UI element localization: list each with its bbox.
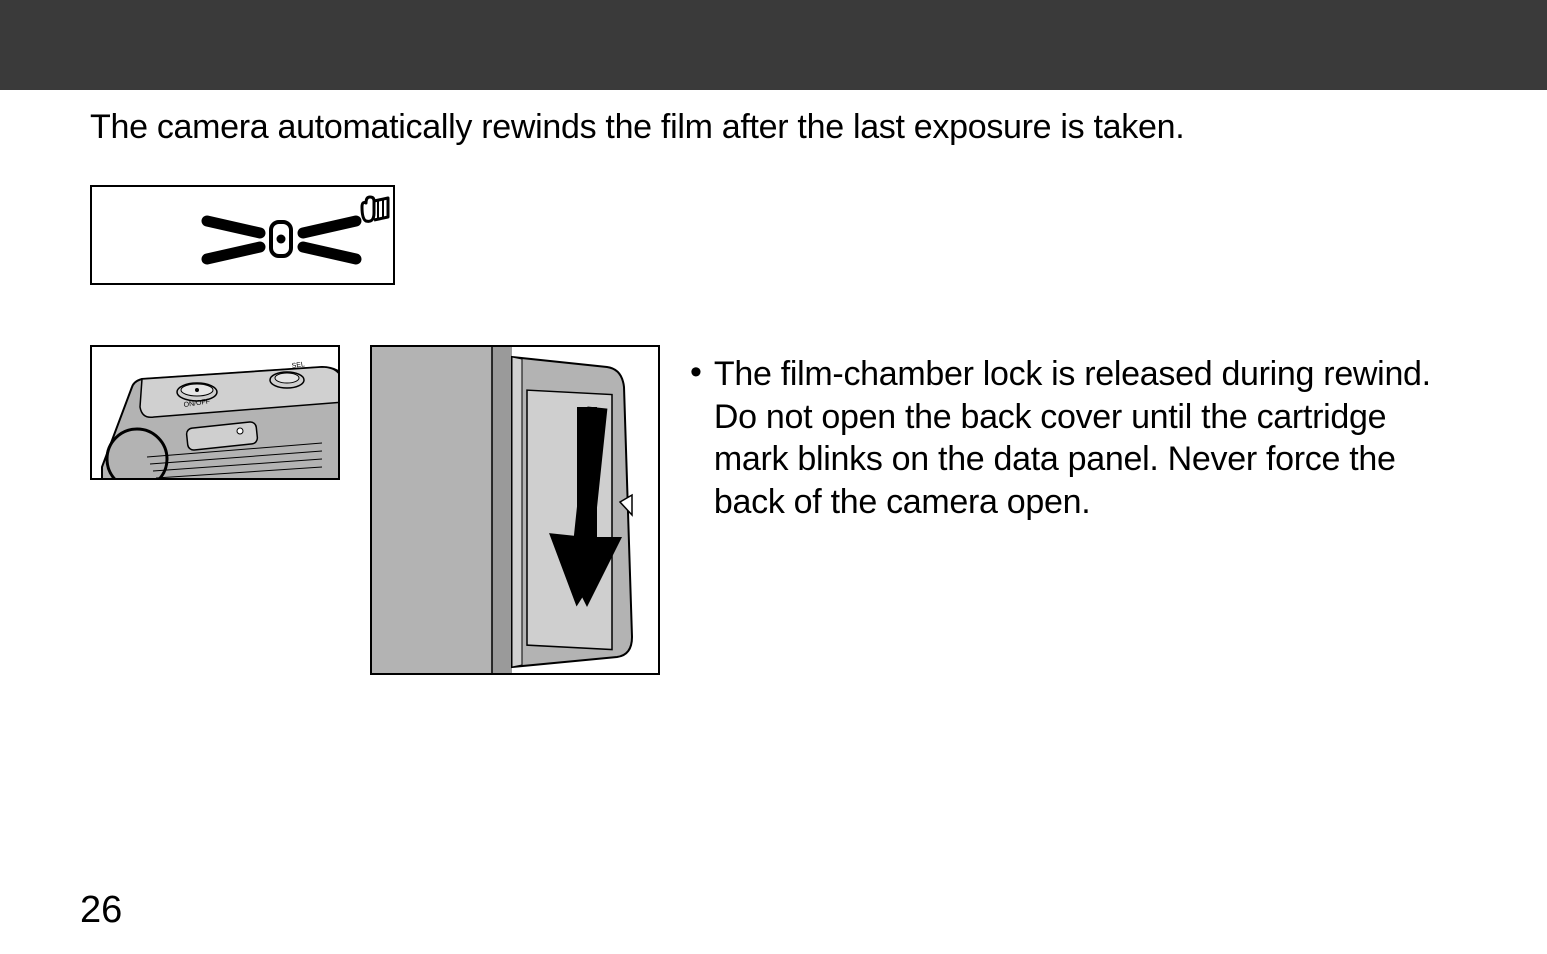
back-cover-illustration <box>370 345 660 675</box>
bullet-text: The film-chamber lock is released during… <box>714 353 1467 523</box>
camera-top-svg: ON/OFF SEL <box>92 347 340 480</box>
bullet-marker: • <box>690 353 702 523</box>
bullet-item: • The film-chamber lock is released duri… <box>690 345 1467 523</box>
back-cover-svg <box>372 347 660 675</box>
illustration-row: ON/OFF SEL <box>90 345 1467 675</box>
page-number: 26 <box>80 889 122 932</box>
intro-text: The camera automatically rewinds the fil… <box>90 108 1467 147</box>
cartridge-blink-icon <box>92 187 397 287</box>
data-panel-illustration <box>90 185 395 285</box>
page-content: The camera automatically rewinds the fil… <box>0 90 1547 675</box>
header-bar <box>0 0 1547 90</box>
camera-top-illustration: ON/OFF SEL <box>90 345 340 480</box>
